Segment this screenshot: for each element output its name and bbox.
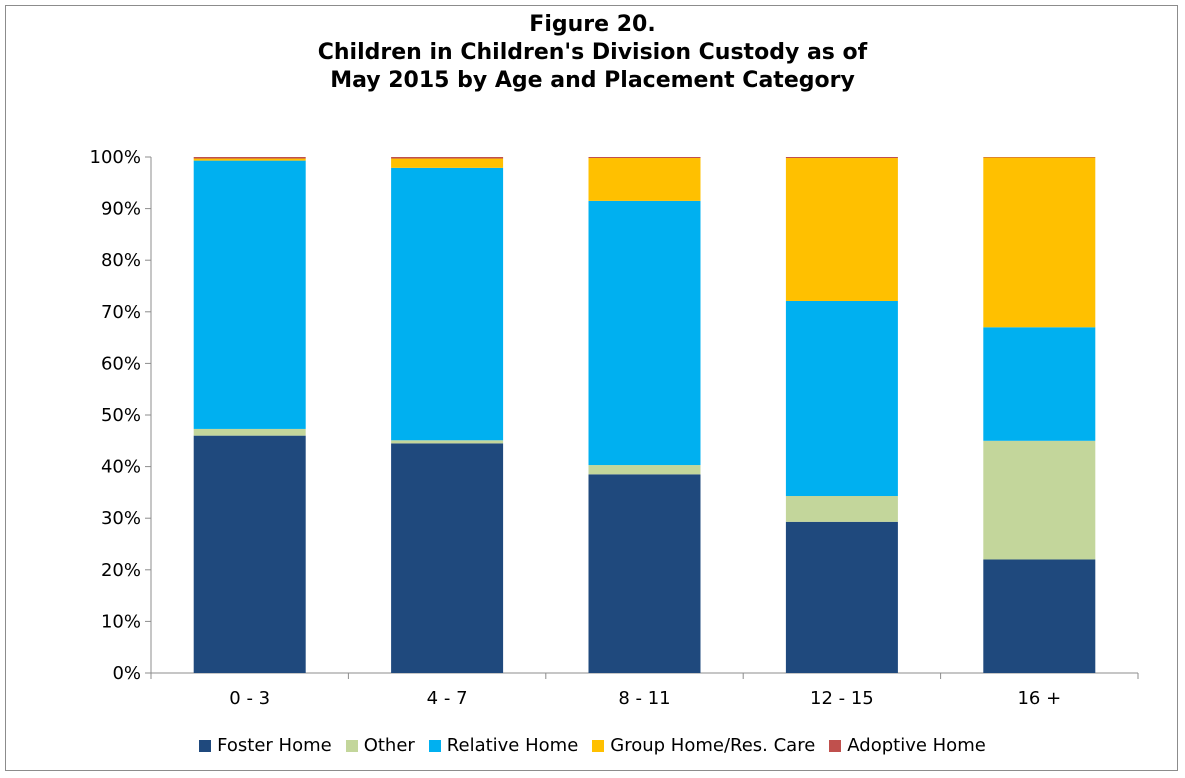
bar-group-home-res-care-1 [391, 158, 504, 168]
legend-item: Group Home/Res. Care [592, 735, 815, 756]
bar-foster-home-4 [983, 559, 1096, 673]
bar-foster-home-2 [588, 474, 701, 673]
y-tick-label: 90% [101, 199, 141, 220]
legend-swatch [829, 739, 842, 752]
legend-item: Adoptive Home [829, 735, 986, 756]
legend-label: Foster Home [217, 735, 332, 756]
x-tick-label: 16 + [1017, 688, 1061, 709]
bar-other-4 [983, 440, 1096, 560]
legend-swatch [428, 739, 441, 752]
x-tick-label: 12 - 15 [810, 688, 874, 709]
legend-item: Foster Home [199, 735, 332, 756]
legend-swatch [592, 739, 605, 752]
legend-label: Relative Home [446, 735, 579, 756]
bar-other-3 [785, 496, 898, 522]
y-tick-label: 60% [101, 353, 141, 374]
bar-adoptive-home-1 [391, 157, 504, 159]
bar-relative-home-2 [588, 200, 701, 466]
bar-foster-home-3 [785, 521, 898, 673]
bar-other-1 [391, 440, 504, 444]
bar-relative-home-0 [193, 160, 306, 429]
legend-label: Group Home/Res. Care [610, 735, 816, 756]
legend: Foster Home Other Relative Home Group Home/… [0, 735, 1185, 756]
y-tick-label: 0% [112, 663, 141, 684]
chart-title-line-3: May 2015 by Age and Placement Category [330, 68, 855, 93]
y-tick-label: 10% [101, 611, 141, 632]
y-tick-label: 80% [101, 250, 141, 271]
legend-label: Other [363, 735, 415, 756]
y-tick-label: 50% [101, 405, 141, 426]
bar-adoptive-home-3 [785, 157, 898, 159]
bar-other-0 [193, 428, 306, 436]
y-tick-label: 70% [101, 302, 141, 323]
y-tick-label: 40% [101, 457, 141, 478]
chart-title-line-2: Children in Children's Division Custody … [317, 40, 868, 65]
bar-group-home-res-care-3 [785, 158, 898, 301]
legend-swatch [345, 739, 358, 752]
bar-foster-home-1 [391, 443, 504, 673]
y-tick-label: 30% [101, 508, 141, 529]
bar-adoptive-home-2 [588, 157, 701, 159]
bar-group-home-res-care-2 [588, 158, 701, 201]
x-tick-label: 4 - 7 [427, 688, 468, 709]
legend-item: Other [345, 735, 415, 756]
bar-relative-home-1 [391, 167, 504, 441]
legend-item: Relative Home [428, 735, 579, 756]
bar-relative-home-4 [983, 327, 1096, 441]
bar-adoptive-home-4 [983, 157, 1096, 158]
y-tick-label: 20% [101, 560, 141, 581]
bar-group-home-res-care-0 [193, 158, 306, 161]
chart-title: Figure 20. Children in Children's Divisi… [0, 11, 1185, 95]
legend-label: Adoptive Home [847, 735, 986, 756]
chart-title-line-1: Figure 20. [529, 12, 656, 37]
bar-adoptive-home-0 [193, 157, 306, 159]
x-tick-label: 0 - 3 [229, 688, 270, 709]
bar-other-2 [588, 465, 701, 475]
x-tick-label: 8 - 11 [618, 688, 670, 709]
legend-swatch [199, 739, 212, 752]
y-tick-label: 100% [90, 147, 141, 168]
bar-group-home-res-care-4 [983, 157, 1096, 328]
bar-relative-home-3 [785, 300, 898, 497]
bar-foster-home-0 [193, 435, 306, 673]
